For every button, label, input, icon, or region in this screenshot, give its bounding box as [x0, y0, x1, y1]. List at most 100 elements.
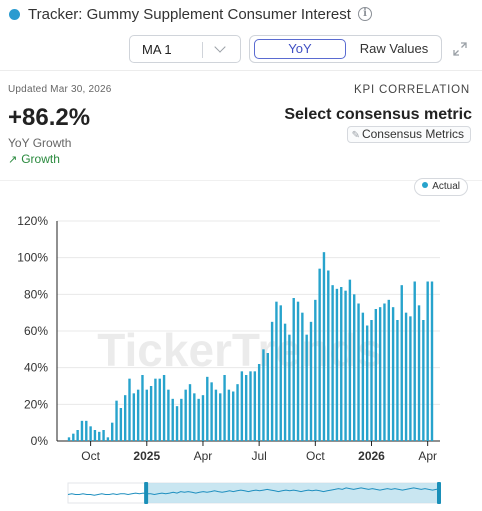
y-tick-label: 100% — [17, 251, 48, 265]
bar — [404, 312, 408, 441]
brush-selection — [146, 483, 440, 503]
moving-average-value: MA 1 — [142, 42, 172, 57]
bar — [305, 334, 308, 441]
chevron-down-icon — [214, 41, 226, 53]
range-brush[interactable] — [0, 480, 482, 511]
kpi-correlation-heading: KPI CORRELATION — [354, 84, 470, 96]
bar — [279, 305, 282, 441]
bar — [309, 321, 313, 441]
bar — [357, 303, 360, 441]
legend-swatch — [422, 182, 429, 188]
bar — [128, 378, 131, 441]
pencil-icon: ✎ — [351, 130, 360, 141]
bar — [236, 384, 239, 441]
bar — [106, 437, 110, 441]
legend-label: Actual — [432, 181, 460, 192]
bar — [154, 378, 157, 441]
trend-label: Growth — [21, 152, 60, 166]
bar — [149, 386, 153, 441]
bar — [136, 389, 140, 441]
bar — [184, 389, 187, 441]
bar — [430, 281, 434, 441]
bar — [175, 406, 179, 441]
x-tick-label: Jul — [251, 449, 266, 463]
bar — [214, 389, 218, 441]
bar — [80, 420, 84, 441]
bar — [72, 433, 75, 441]
bar — [266, 353, 269, 441]
y-tick-label: 40% — [24, 361, 48, 375]
bar — [119, 408, 123, 441]
bar — [275, 301, 278, 441]
view-toggle: YoY Raw Values — [249, 35, 442, 63]
bar — [296, 301, 300, 441]
watermark: TickerTrends — [97, 324, 383, 376]
bar — [141, 375, 144, 441]
bar — [201, 395, 205, 441]
bar — [292, 298, 295, 441]
bar — [123, 395, 127, 441]
bar — [348, 279, 352, 441]
bar — [353, 294, 356, 441]
bar — [193, 393, 196, 441]
bar — [387, 299, 390, 441]
bar — [171, 398, 174, 441]
consensus-metrics-button[interactable]: ✎ Consensus Metrics — [346, 126, 471, 143]
bar — [391, 307, 395, 441]
bar — [318, 268, 321, 441]
bar — [167, 389, 170, 441]
bar — [93, 430, 97, 441]
bar — [327, 270, 330, 441]
bar — [322, 252, 326, 441]
y-tick-label: 0% — [31, 434, 49, 448]
bar — [335, 288, 339, 441]
bar — [396, 320, 399, 441]
bar — [270, 321, 274, 441]
bar — [244, 375, 248, 441]
expand-icon[interactable] — [452, 41, 468, 57]
bar — [162, 375, 166, 441]
y-tick-label: 20% — [24, 397, 48, 411]
bar — [288, 334, 291, 441]
bar — [227, 389, 231, 441]
header: Tracker: Gummy Supplement Consumer Inter… — [0, 0, 482, 32]
bar — [145, 389, 148, 441]
bar — [422, 320, 425, 441]
bar — [413, 281, 416, 441]
bar — [219, 393, 222, 441]
bar — [262, 349, 265, 441]
bar — [344, 290, 347, 441]
arrow-up-right-icon: ↗ — [8, 154, 18, 166]
moving-average-select[interactable]: MA 1 — [129, 35, 241, 63]
bar — [67, 437, 71, 441]
bar — [76, 430, 79, 441]
raw-values-toggle-button[interactable]: Raw Values — [359, 41, 429, 56]
growth-value: +86.2% — [8, 104, 91, 131]
bar — [340, 287, 343, 441]
consensus-metrics-label: Consensus Metrics — [361, 127, 464, 141]
updated-timestamp: Updated Mar 30, 2026 — [8, 84, 112, 95]
brush-handle-right — [437, 482, 441, 504]
brush-handle-left — [144, 482, 149, 504]
bar — [417, 305, 421, 441]
bar — [232, 391, 235, 441]
bar — [409, 316, 412, 441]
chart-legend[interactable]: Actual — [414, 178, 468, 196]
select-metric-label: Select consensus metric — [284, 106, 472, 123]
y-tick-label: 60% — [24, 324, 48, 338]
bar — [283, 323, 287, 441]
bar — [249, 371, 252, 441]
info-icon[interactable]: i — [358, 7, 372, 21]
bar — [253, 371, 257, 441]
bar — [85, 420, 88, 441]
bar — [374, 309, 378, 441]
bar — [111, 422, 114, 441]
bar — [102, 430, 105, 441]
yoy-toggle-button[interactable]: YoY — [254, 39, 346, 59]
x-tick-label: Oct — [81, 449, 100, 463]
bar — [210, 382, 213, 441]
bar — [197, 398, 200, 441]
bar — [257, 364, 261, 441]
page-title: Tracker: Gummy Supplement Consumer Inter… — [28, 6, 351, 23]
brush-line — [67, 487, 441, 496]
